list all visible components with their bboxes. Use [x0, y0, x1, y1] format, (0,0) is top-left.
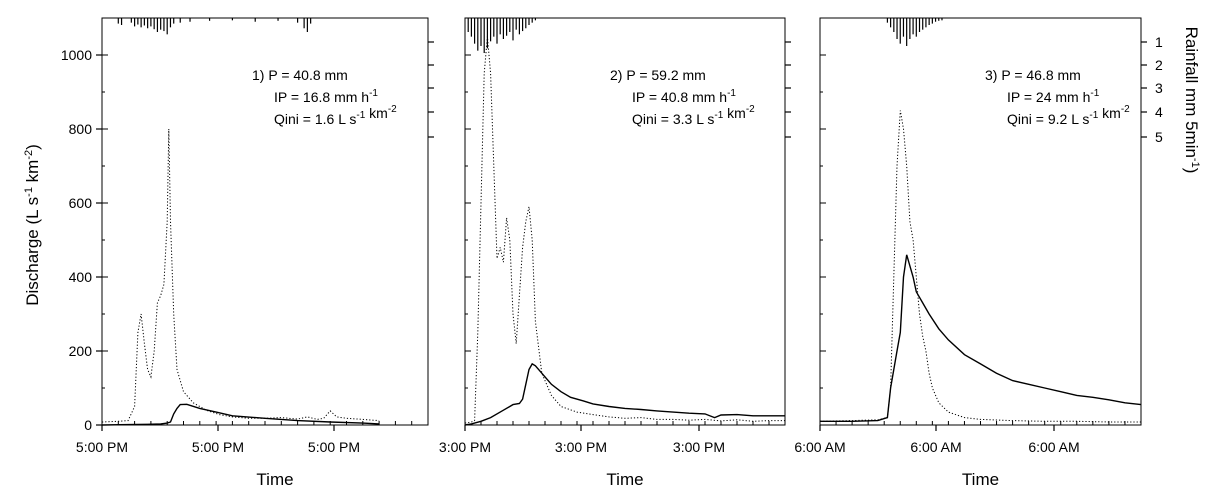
annotation-line: 1) P = 40.8 mm	[252, 67, 348, 83]
y-tick-label: 600	[69, 195, 93, 211]
dotted-series-line	[819, 110, 1141, 423]
y-tick-label: 1000	[61, 47, 92, 63]
rain-tick-label: 3	[1155, 80, 1163, 96]
dotted-series-line	[101, 128, 380, 423]
rain-tick-label: 5	[1155, 129, 1163, 145]
rain-tick-label: 2	[1155, 57, 1163, 73]
x-tick-label: 5:00 PM	[308, 439, 360, 455]
y-tick-label: 800	[69, 121, 93, 137]
solid-series-line	[820, 254, 1142, 422]
y-tick-label: 0	[84, 417, 92, 433]
solid-series-line	[464, 362, 785, 426]
annotation-line: Qini = 1.6 L s-1 km-2	[274, 104, 397, 127]
x-tick-label: 3:00 PM	[555, 439, 607, 455]
x-tick-label: 6:00 AM	[794, 439, 845, 455]
rain-tick-label: 1	[1155, 34, 1163, 50]
solid-series-line	[101, 403, 380, 426]
x-axis-label: Time	[256, 470, 293, 489]
annotation-line: IP = 40.8 mm h-1	[632, 88, 736, 105]
x-tick-label: 6:00 AM	[1028, 439, 1079, 455]
y-axis-label-right: Rainfall mm 5min-1)	[1182, 27, 1201, 174]
dotted-series-line	[464, 36, 785, 424]
annotation-line: Qini = 9.2 L s-1 km-2	[1007, 104, 1130, 127]
annotation-line: IP = 24 mm h-1	[1007, 88, 1100, 105]
y-axis-label-left: Discharge (L s-1 km-2)	[23, 144, 42, 306]
panel-2: 3:00 PM 3:00 PM 3:00 PM Time 2) P = 59.2 mm I…	[439, 17, 791, 489]
x-tick-label: 3:00 PM	[439, 439, 491, 455]
annotation-line: 3) P = 46.8 mm	[985, 67, 1081, 83]
x-tick-label: 3:00 PM	[673, 439, 725, 455]
annotation-line: 2) P = 59.2 mm	[610, 67, 706, 83]
annotation-line: IP = 16.8 mm h-1	[274, 88, 378, 105]
panel-1: 5:00 PM 5:00 PM 5:00 PM Time 0 200 400 600 800 10…	[61, 17, 434, 489]
y-tick-label: 400	[69, 269, 93, 285]
x-axis-label: Time	[962, 470, 999, 489]
y-tick-label: 200	[69, 343, 93, 359]
annotation-line: Qini = 3.3 L s-1 km-2	[632, 104, 755, 127]
rain-tick-label: 4	[1155, 104, 1163, 120]
x-tick-label: 6:00 AM	[910, 439, 961, 455]
x-axis-label: Time	[606, 470, 643, 489]
x-tick-label: 5:00 PM	[76, 439, 128, 455]
x-tick-label: 5:00 PM	[192, 439, 244, 455]
